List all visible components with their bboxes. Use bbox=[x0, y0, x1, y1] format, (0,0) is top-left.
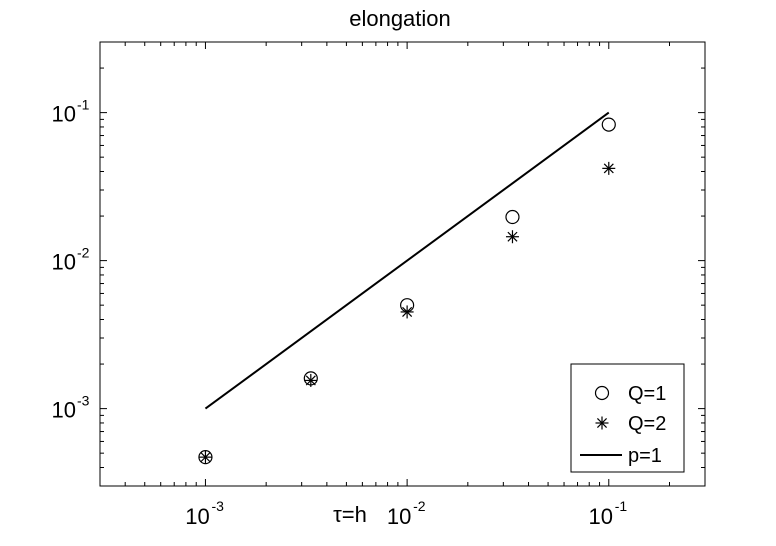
x-tick-label: 10 bbox=[589, 504, 613, 529]
star-stroke bbox=[603, 163, 614, 174]
y-tick-label: 10 bbox=[52, 250, 76, 275]
star-stroke bbox=[507, 231, 518, 242]
x-tick-label: 10 bbox=[387, 504, 411, 529]
legend-label: Q=2 bbox=[628, 413, 666, 435]
legend: Q=1 Q=2 p=1 bbox=[570, 363, 685, 473]
plot-area bbox=[99, 41, 706, 487]
axis-ticks: 10 -3 10 -2 10 -110 -310 -210 -1 bbox=[52, 42, 705, 529]
series-group bbox=[198, 111, 616, 465]
x-tick-exponent: -1 bbox=[615, 498, 628, 514]
x-axis-label: τ=h bbox=[333, 502, 367, 527]
data-point-star bbox=[602, 161, 616, 175]
y-tick-label: 10 bbox=[52, 102, 76, 127]
x-tick-exponent: -2 bbox=[413, 498, 426, 514]
chart-title: elongation bbox=[349, 6, 451, 31]
legend-box bbox=[570, 363, 685, 473]
star-stroke bbox=[596, 417, 608, 429]
data-point-circle bbox=[505, 209, 520, 225]
x-tick-label: 10 bbox=[185, 504, 209, 529]
series-line-3 bbox=[204, 111, 610, 410]
data-point-star bbox=[304, 373, 318, 387]
x-tick-exponent: -3 bbox=[211, 498, 224, 514]
legend-marker-star bbox=[595, 416, 609, 430]
star-stroke bbox=[305, 375, 316, 386]
star-stroke bbox=[402, 306, 413, 317]
y-tick-exponent: -3 bbox=[77, 393, 90, 409]
data-point-circle bbox=[601, 117, 616, 132]
legend-label: Q=1 bbox=[628, 383, 666, 405]
y-tick-exponent: -2 bbox=[77, 245, 90, 261]
data-point-star bbox=[400, 305, 414, 319]
y-tick-label: 10 bbox=[52, 398, 76, 423]
y-tick-exponent: -1 bbox=[77, 97, 90, 113]
data-point-star bbox=[505, 230, 519, 244]
data-point-star bbox=[198, 450, 212, 464]
legend-label: p=1 bbox=[628, 445, 662, 467]
star-stroke bbox=[200, 452, 211, 463]
legend-marker-circle bbox=[594, 385, 610, 401]
